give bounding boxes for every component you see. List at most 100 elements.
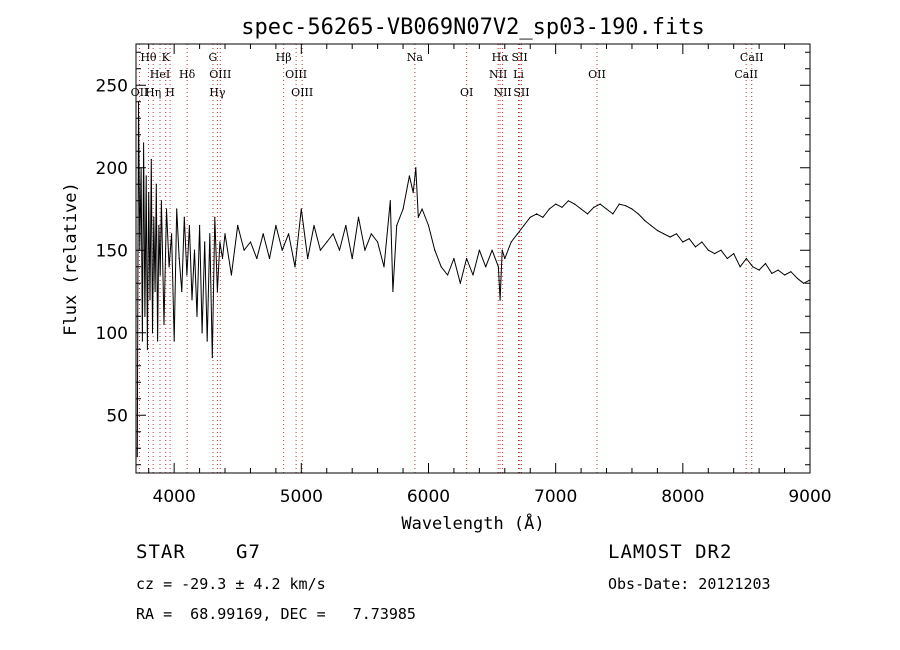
- spectrum-point: [567, 200, 570, 202]
- spectrum-point: [332, 233, 334, 235]
- spectrum-point: [739, 266, 741, 268]
- spectrum-point: [580, 208, 582, 210]
- spectrum-point: [599, 203, 601, 205]
- line-marker-label: Hγ: [209, 86, 226, 99]
- spectrum-point: [173, 340, 175, 342]
- spectrum-point: [733, 253, 735, 255]
- spectrum-point: [427, 224, 430, 227]
- spectrum-point: [204, 241, 206, 243]
- spectrum-point: [307, 257, 309, 260]
- spectrum-point: [163, 323, 165, 326]
- spectrum-point: [485, 266, 487, 268]
- spectrum-point: [637, 213, 639, 215]
- spectrum-point: [707, 249, 709, 251]
- spectrum-point: [364, 249, 366, 251]
- line-marker-label: Li: [513, 68, 524, 81]
- spectrum-point: [168, 266, 170, 268]
- spectrum-point: [186, 274, 188, 276]
- line-marker-label: CaII: [740, 51, 764, 64]
- spectrum-point: [196, 315, 198, 317]
- plot-frame: [135, 43, 811, 474]
- spectrum-point: [726, 257, 728, 260]
- spectrum-point: [143, 142, 145, 144]
- spectrum-point: [165, 208, 168, 210]
- spectrum-point: [294, 266, 296, 268]
- spectrum-point: [183, 216, 185, 218]
- spectrum-point: [720, 249, 722, 251]
- x-tick-label: 7000: [534, 487, 577, 507]
- spectrum-point: [319, 249, 321, 251]
- line-marker-label: CaII: [734, 68, 758, 81]
- spectrum-point: [392, 290, 394, 293]
- spectrum-point: [377, 241, 379, 243]
- spectrum-point: [396, 224, 398, 227]
- spectrum-point: [214, 216, 216, 218]
- y-tick-label: 200: [96, 159, 128, 179]
- spectrum-point: [159, 274, 161, 276]
- spectrum-point: [216, 290, 218, 293]
- line-marker-label: K: [162, 51, 171, 64]
- line-marker-label: OIII: [209, 68, 231, 81]
- spectrum-point: [193, 249, 196, 251]
- x-axis-label: Wavelength (Å): [401, 512, 544, 534]
- spectral-subclass: G7: [236, 541, 261, 563]
- spectrum-point: [150, 158, 152, 161]
- chart-title: spec-56265-VB069N07V2_sp03-190.fits: [241, 15, 705, 40]
- spectrum-point: [796, 277, 798, 279]
- line-marker-label: Hθ: [140, 51, 157, 64]
- spectrum-point: [491, 249, 493, 251]
- line-marker-label: Hα: [492, 51, 510, 64]
- spectrum-point: [146, 348, 148, 350]
- spectrum-point: [275, 224, 277, 227]
- spectrum-point: [523, 224, 525, 227]
- spectrum-point: [188, 224, 190, 227]
- spectrum-point: [224, 233, 226, 235]
- observation-date: Obs-Date: 20121203: [608, 575, 771, 593]
- spectrum-point: [771, 272, 773, 274]
- y-tick-label: 100: [96, 324, 128, 344]
- coordinates: RA = 68.99169, DEC = 7.73985: [136, 605, 416, 623]
- spectrum-point: [415, 167, 417, 169]
- spectrum-point: [790, 271, 792, 273]
- spectrum-point: [345, 224, 347, 227]
- spectrum-point: [612, 213, 614, 215]
- x-tick-label: 8000: [661, 487, 704, 507]
- y-tick-label: 250: [96, 76, 128, 96]
- spectrum-point: [777, 269, 779, 271]
- spectrum-point: [504, 257, 506, 260]
- spectrum-point: [478, 249, 480, 251]
- spectrum-point: [178, 257, 180, 260]
- spectrum-point: [181, 290, 183, 293]
- x-tick-label: 5000: [280, 487, 323, 507]
- spectrum-point: [434, 249, 436, 251]
- x-tick-label: 9000: [788, 487, 831, 507]
- spectrum-point: [561, 206, 563, 208]
- spectrum-point: [155, 183, 157, 185]
- spectrum-point: [466, 257, 468, 260]
- spectrum-point: [160, 200, 162, 202]
- spectrum-point: [758, 269, 760, 271]
- spectrum-point: [631, 208, 633, 210]
- spectrum-point: [300, 208, 302, 210]
- line-marker-label: Hη: [145, 86, 161, 99]
- spectrum-point: [199, 224, 201, 227]
- spectrum-point: [237, 224, 239, 227]
- spectrum-point: [144, 315, 146, 317]
- redshift-velocity: cz = -29.3 ± 4.2 km/s: [136, 575, 326, 593]
- y-axis-label: Flux (relative): [61, 182, 81, 336]
- spectrum-point: [171, 233, 173, 235]
- spectrum-point: [151, 332, 154, 334]
- spectrum-point: [148, 191, 150, 194]
- spectrum-point: [516, 233, 519, 235]
- spectrum-point: [262, 233, 264, 235]
- spectrum-point: [510, 241, 512, 243]
- spectrum-point: [281, 249, 283, 251]
- spectrum-point: [288, 233, 290, 235]
- spectrum-point: [249, 241, 252, 243]
- spectrum-point: [351, 257, 353, 260]
- line-marker-label: Hδ: [179, 68, 196, 81]
- spectrum-point: [154, 290, 156, 293]
- spectrum-point: [383, 266, 385, 268]
- spectrum-point: [688, 238, 690, 240]
- object-type: STAR: [136, 541, 186, 563]
